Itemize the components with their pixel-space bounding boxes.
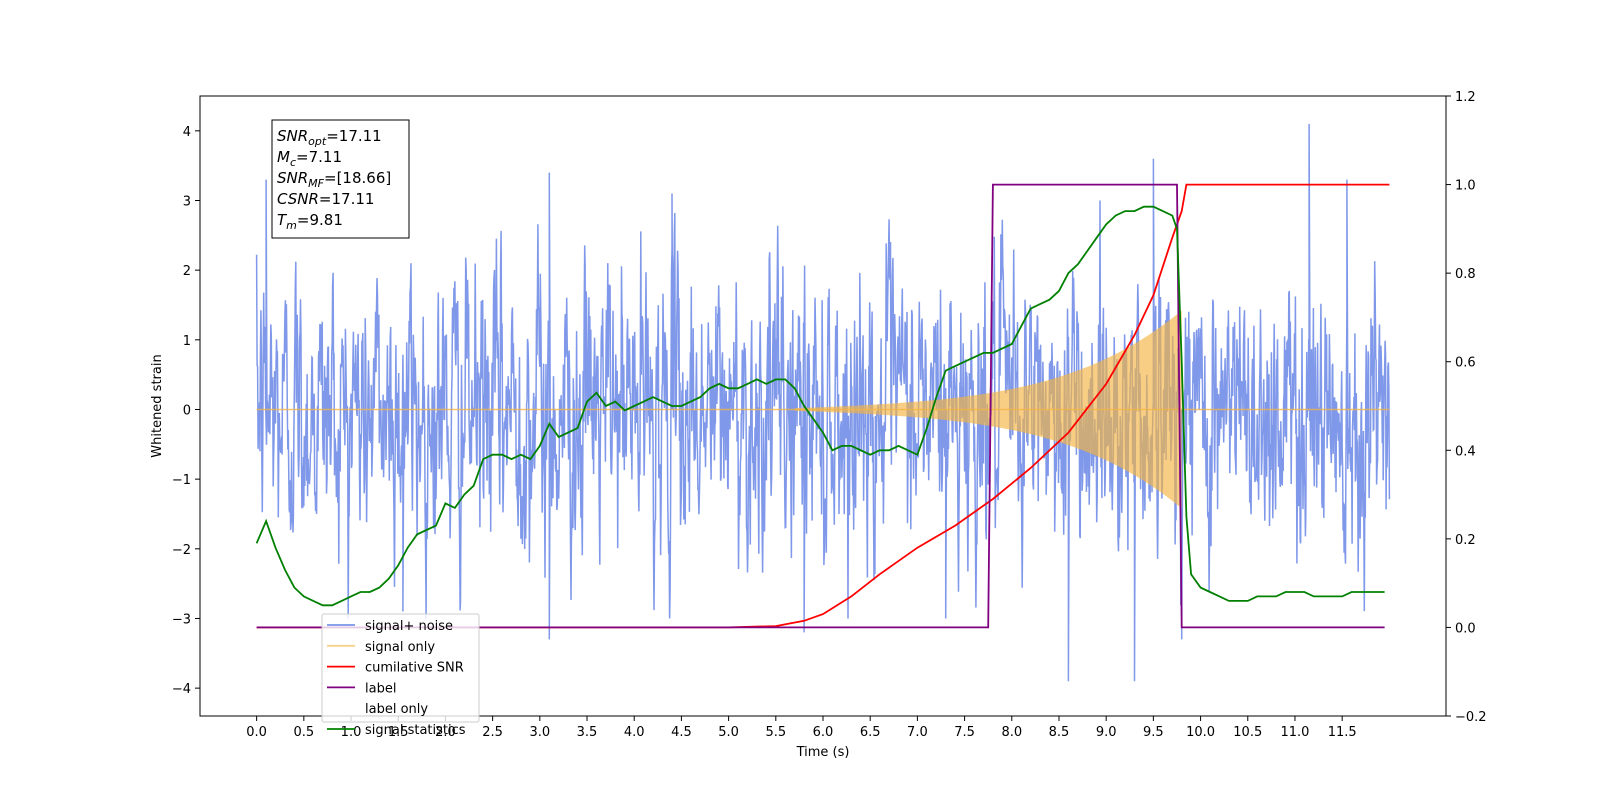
stats-annotation-box: SNRopt=17.11Mc=7.11SNRMF=[18.66]CSNR=17.… [271,119,410,239]
y2-tick-label: 1.0 [1455,179,1476,194]
x-axis-label: Time (s) [796,745,850,760]
y2-tick-label: 0.8 [1455,267,1476,282]
x-tick-label: 1.5 [388,725,409,740]
x-tick-label: 0.5 [293,725,314,740]
legend: signal+ noise signal only cumilative SNR la… [321,613,480,738]
x-tick-label: 9.0 [1096,725,1117,740]
x-tick-label: 11.5 [1328,725,1357,740]
y2-tick-label: 0.0 [1455,621,1476,636]
annotation-line: Tm=9.81 [277,211,343,232]
legend-label: signal+ noise [365,619,453,634]
y-tick-label: 2 [183,264,191,279]
y-axis-right: −0.2 0.0 0.2 0.4 0.6 0.8 1.0 1.2 [1446,90,1487,725]
y2-tick-label: 0.4 [1455,444,1476,459]
x-tick-label: 8.5 [1049,725,1070,740]
y-axis-left: −4 −3 −2 −1 0 1 2 3 4 [172,125,200,697]
series-signal-only [256,310,1390,509]
legend-label: signal only [365,640,435,655]
x-tick-label: 8.0 [1001,725,1022,740]
x-tick-label: 3.5 [577,725,598,740]
x-tick-label: 10.0 [1186,725,1215,740]
series-signal-noise [255,123,1391,682]
y-tick-label: 1 [183,334,191,349]
y-axis-label: Whitened strain [150,354,165,457]
annotation-line: Mc=7.11 [277,148,342,169]
legend-label: signal statistics [365,723,466,738]
legend-label: cumilative SNR [365,661,464,676]
legend-frame [321,613,480,723]
x-tick-label: 4.5 [671,725,692,740]
y-tick-label: −1 [172,473,191,488]
annotation-line: CSNR=17.11 [277,190,374,208]
x-tick-label: 5.5 [765,725,786,740]
x-tick-label: 9.5 [1143,725,1164,740]
annotation-line: SNRMF=[18.66] [277,169,391,190]
y-tick-label: −4 [172,682,191,697]
x-tick-label: 2.5 [482,725,503,740]
x-tick-label: 4.0 [624,725,645,740]
series-layer [255,123,1391,682]
series-cumilative-snr [256,183,1390,629]
x-tick-label: 3.0 [529,725,550,740]
x-tick-label: 2.0 [435,725,456,740]
x-tick-label: 0.0 [246,725,267,740]
x-tick-label: 7.0 [907,725,928,740]
legend-label: label only [365,702,428,717]
annotation-line: SNRopt=17.11 [277,127,382,148]
y-tick-label: 0 [183,403,191,418]
y2-tick-label: 0.2 [1455,533,1476,548]
legend-label: label [365,681,396,696]
x-tick-label: 11.0 [1280,725,1309,740]
annotation-frame [271,119,410,239]
x-tick-label: 7.5 [954,725,975,740]
y-tick-label: −2 [172,543,191,558]
x-tick-label: 6.5 [860,725,881,740]
y-tick-label: 3 [183,194,191,209]
y2-tick-label: 1.2 [1455,90,1476,105]
x-tick-label: 1.0 [341,725,362,740]
x-tick-label: 6.0 [813,725,834,740]
series-signal-statistics [255,205,1385,607]
y2-tick-label: 0.6 [1455,356,1476,371]
y-tick-label: −3 [172,612,191,627]
y2-tick-label: −0.2 [1455,710,1487,725]
y-tick-label: 4 [183,125,191,140]
x-tick-label: 10.5 [1233,725,1262,740]
x-tick-label: 5.0 [718,725,739,740]
series-label [256,183,1385,629]
